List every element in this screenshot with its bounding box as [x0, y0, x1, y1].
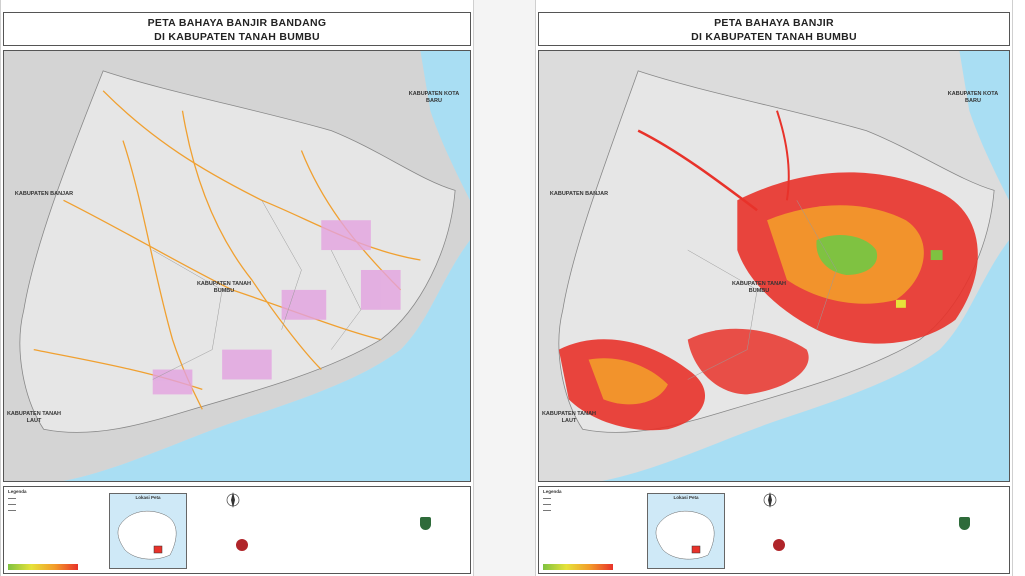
label-banjar: KABUPATEN BANJAR: [549, 191, 609, 197]
label-banjar: KABUPATEN BANJAR: [14, 191, 74, 197]
flash-flood-map-canvas: [4, 51, 470, 481]
legend-col-1: Legenda: [8, 489, 68, 571]
map-sheet-flood: PETA BAHAYA BANJIR DI KABUPATEN TANAH BU…: [535, 0, 1013, 576]
flood-map-canvas: [539, 51, 1009, 481]
bpbd-logo-icon: [236, 539, 248, 551]
inset-title: Lokasi Peta: [135, 495, 161, 500]
inset-location-map: Lokasi Peta: [109, 493, 187, 569]
inset-island: [117, 510, 177, 560]
legend-col-1: Legenda: [543, 489, 603, 571]
district-boundaries: [687, 200, 837, 380]
bpbd-logo-icon: [773, 539, 785, 551]
sheet-gap: [474, 0, 535, 576]
map-title-box: PETA BAHAYA BANJIR DI KABUPATEN TANAH BU…: [538, 12, 1010, 46]
map-title-line-2: DI KABUPATEN TANAH BUMBU: [691, 31, 857, 43]
hazard-color-scale: [8, 564, 78, 570]
regency-emblem-icon: [420, 517, 431, 530]
label-kotabaru: KABUPATEN KOTA BARU: [947, 91, 999, 104]
north-arrow-icon: [226, 492, 240, 508]
bay-area: [959, 51, 1009, 201]
map-title-box: PETA BAHAYA BANJIR BANDANG DI KABUPATEN …: [3, 12, 471, 46]
inset-location-map: Lokasi Peta: [647, 493, 725, 569]
map-title-line-2: DI KABUPATEN TANAH BUMBU: [154, 31, 320, 43]
north-arrow-icon: [763, 492, 777, 508]
legend-panel: Legenda Lokasi Peta: [3, 486, 471, 574]
label-kotabaru: KABUPATEN KOTA BARU: [408, 91, 460, 104]
map-title-line-1: PETA BAHAYA BANJIR: [714, 17, 834, 29]
label-tanahlaut: KABUPATEN TANAH LAUT: [6, 411, 62, 424]
legend-panel: Legenda Lokasi Peta: [538, 486, 1010, 574]
legend-title: Legenda: [543, 489, 562, 494]
map-title-line-1: PETA BAHAYA BANJIR BANDANG: [147, 17, 327, 29]
flood-hazard-areas: [558, 110, 978, 431]
district-boundaries: [152, 200, 362, 380]
label-tanahlaut: KABUPATEN TANAH LAUT: [541, 411, 597, 424]
label-tanahbumbu: KABUPATEN TANAH BUMBU: [196, 281, 252, 294]
sea-area: [602, 240, 1009, 481]
map-frame: KABUPATEN KOTA BARU KABUPATEN BANJAR KAB…: [3, 50, 471, 482]
label-tanahbumbu: KABUPATEN TANAH BUMBU: [731, 281, 787, 294]
map-sheet-flash-flood: PETA BAHAYA BANJIR BANDANG DI KABUPATEN …: [0, 0, 474, 576]
inset-island: [655, 510, 715, 560]
sea-area: [63, 240, 470, 481]
inset-title: Lokasi Peta: [673, 495, 699, 500]
regency-emblem-icon: [959, 517, 970, 530]
legend-title: Legenda: [8, 489, 27, 494]
pink-zones: [152, 220, 401, 395]
hazard-color-scale: [543, 564, 613, 570]
map-frame: KABUPATEN KOTA BARU KABUPATEN BANJAR KAB…: [538, 50, 1010, 482]
bay-area: [420, 51, 470, 201]
